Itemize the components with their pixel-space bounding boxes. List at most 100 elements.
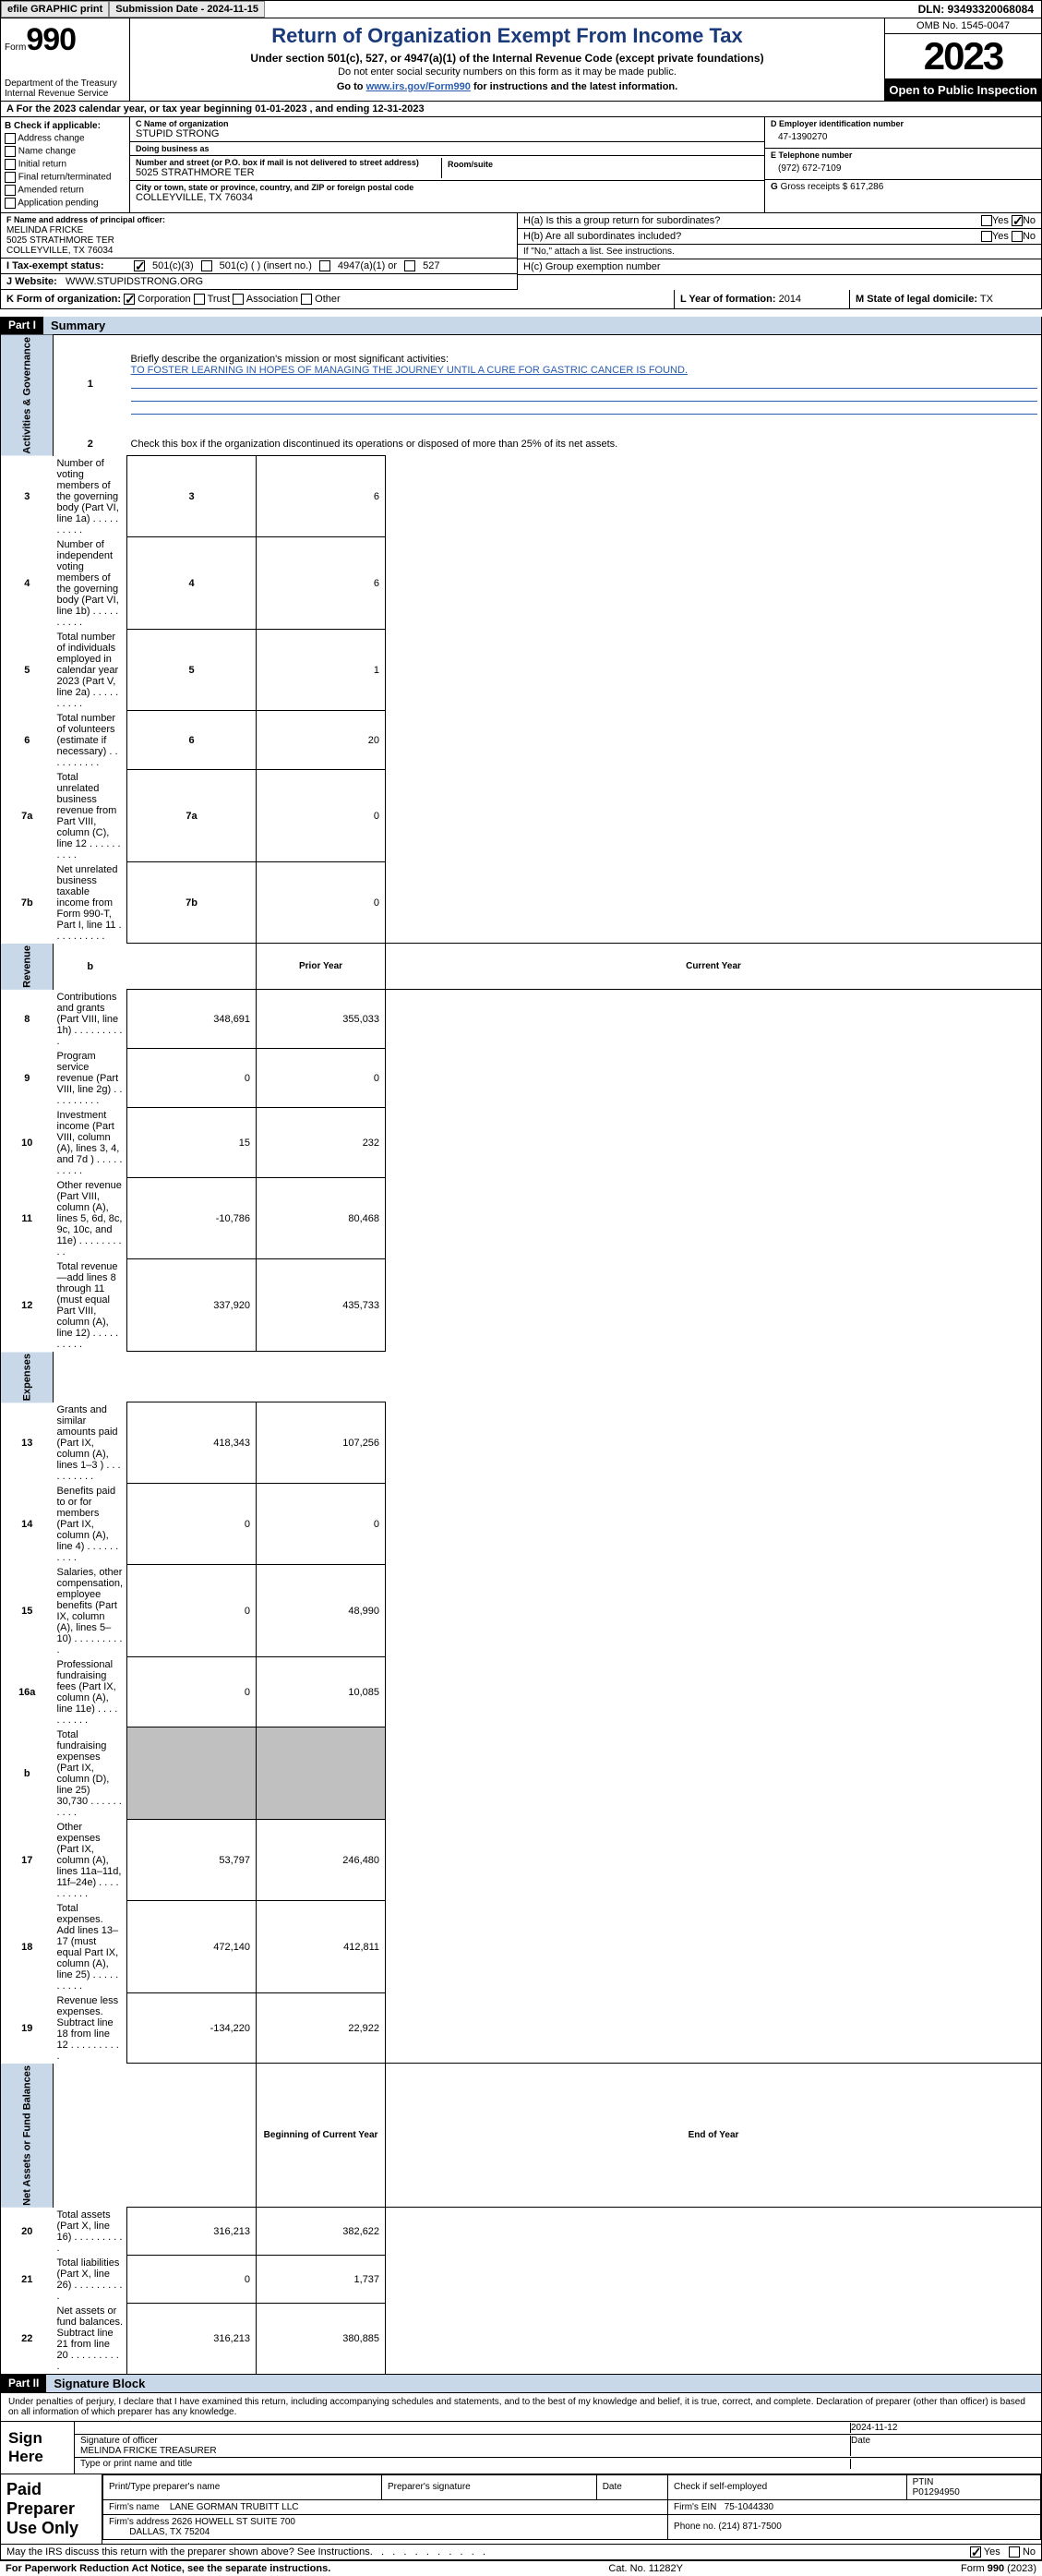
paid-preparer: Paid Preparer Use Only Print/Type prepar… xyxy=(0,2474,1042,2545)
chk-assoc[interactable] xyxy=(233,294,244,305)
ha-no[interactable] xyxy=(1012,215,1023,226)
firm-ein: 75-1044330 xyxy=(725,2502,773,2512)
c-name-label: C Name of organization xyxy=(136,119,759,128)
website-value: WWW.STUPIDSTRONG.ORG xyxy=(66,276,203,287)
chk-527[interactable] xyxy=(404,260,415,271)
type-print-label: Type or print name and title xyxy=(80,2459,851,2469)
k-label: K Form of organization: xyxy=(6,294,121,305)
tax-exempt-status: I Tax-exempt status: 501(c)(3) 501(c) ( … xyxy=(1,259,517,274)
chk-initial-return[interactable] xyxy=(5,159,16,170)
open-inspection: Open to Public Inspection xyxy=(885,79,1041,101)
header-left: Form990 Department of the Treasury Inter… xyxy=(1,18,130,101)
form-header: Form990 Department of the Treasury Inter… xyxy=(0,18,1042,102)
sign-here-label: Sign Here xyxy=(1,2422,75,2474)
efile-print-button[interactable]: efile GRAPHIC print xyxy=(1,1,109,18)
firm-phone-label: Phone no. xyxy=(674,2522,716,2532)
ha-group-return: H(a) Is this a group return for subordin… xyxy=(518,213,1041,229)
hb-note: If "No," attach a list. See instructions… xyxy=(518,245,1041,259)
ptin-label: PTIN xyxy=(913,2477,934,2487)
may-discuss-row: May the IRS discuss this return with the… xyxy=(0,2545,1042,2560)
col-b-label: B Check if applicable: xyxy=(5,121,126,131)
chk-amended[interactable] xyxy=(5,185,16,196)
header-right: OMB No. 1545-0047 2023 Open to Public In… xyxy=(884,18,1041,101)
k-row: K Form of organization: Corporation Trus… xyxy=(0,290,1042,309)
prep-date-label: Date xyxy=(596,2474,667,2499)
hb-yes[interactable] xyxy=(981,231,992,242)
sig-date: 2024-11-12 xyxy=(851,2423,1036,2433)
tax-year: 2023 xyxy=(885,34,1041,79)
header-sub2: Do not enter social security numbers on … xyxy=(136,66,879,78)
part1-header: Part I Summary xyxy=(0,317,1042,335)
col-right: D Employer identification number47-13902… xyxy=(764,117,1041,212)
form-title: Return of Organization Exempt From Incom… xyxy=(136,24,879,48)
sig-officer-label: Signature of officer xyxy=(80,2436,158,2446)
paperwork-notice: For Paperwork Reduction Act Notice, see … xyxy=(6,2563,330,2574)
omb-number: OMB No. 1545-0047 xyxy=(885,18,1041,34)
may-no[interactable] xyxy=(1009,2546,1020,2558)
part2-title: Signature Block xyxy=(46,2375,1041,2392)
ha-yes[interactable] xyxy=(981,215,992,226)
page-footer: For Paperwork Reduction Act Notice, see … xyxy=(0,2560,1042,2576)
chk-name-change[interactable] xyxy=(5,146,16,157)
city-value: COLLEYVILLE, TX 76034 xyxy=(136,192,759,203)
chk-trust[interactable] xyxy=(194,294,205,305)
side-ag: Activities & Governance xyxy=(1,335,54,456)
entity-block: B Check if applicable: Address change Na… xyxy=(0,117,1042,213)
firm-addr1: 2626 HOWELL ST SUITE 700 xyxy=(172,2517,295,2527)
prep-sig-label: Preparer's signature xyxy=(381,2474,596,2499)
chk-other[interactable] xyxy=(301,294,312,305)
phone-label: E Telephone number xyxy=(771,150,1036,160)
city-label: City or town, state or province, country… xyxy=(136,183,759,192)
goto-post: for instructions and the latest informat… xyxy=(471,81,677,92)
below-main: F Name and address of principal officer:… xyxy=(0,213,1042,290)
l-label: L Year of formation: xyxy=(680,294,776,305)
room-label: Room/suite xyxy=(448,160,753,169)
col-b-checkboxes: B Check if applicable: Address change Na… xyxy=(1,117,130,212)
g-label: G xyxy=(771,182,778,192)
part1-title: Summary xyxy=(43,317,1041,334)
chk-501c[interactable] xyxy=(201,260,212,271)
hdr-prior-year: Prior Year xyxy=(257,944,386,990)
form-label: Form xyxy=(5,42,26,53)
paid-preparer-label: Paid Preparer Use Only xyxy=(1,2474,102,2544)
chk-4947[interactable] xyxy=(319,260,330,271)
firm-name: LANE GORMAN TRUBITT LLC xyxy=(170,2502,299,2512)
ein-label: D Employer identification number xyxy=(771,119,1036,128)
submission-date: Submission Date - 2024-11-15 xyxy=(109,1,265,18)
phone-value: (972) 672-7109 xyxy=(771,160,1036,177)
chk-final-return[interactable] xyxy=(5,172,16,183)
may-discuss-text: May the IRS discuss this return with the… xyxy=(6,2546,373,2558)
firm-addr2: DALLAS, TX 75204 xyxy=(129,2527,210,2537)
cat-no: Cat. No. 11282Y xyxy=(608,2563,683,2574)
firm-addr-label: Firm's address xyxy=(109,2517,169,2527)
i-label: I Tax-exempt status: xyxy=(6,260,126,271)
summary-table: Activities & Governance 1 Briefly descri… xyxy=(0,335,1042,2375)
street-address: 5025 STRATHMORE TER xyxy=(136,167,441,178)
ein-value: 47-1390270 xyxy=(771,128,1036,146)
dept-text: Department of the Treasury Internal Reve… xyxy=(5,78,129,99)
prep-name-label: Print/Type preparer's name xyxy=(103,2474,382,2499)
may-yes[interactable] xyxy=(970,2546,981,2558)
chk-address-change[interactable] xyxy=(5,133,16,144)
mission-label: Briefly describe the organization's miss… xyxy=(131,354,449,365)
header-sub1: Under section 501(c), 527, or 4947(a)(1)… xyxy=(136,52,879,65)
goto-pre: Go to xyxy=(337,81,366,92)
perjury-declaration: Under penalties of perjury, I declare th… xyxy=(1,2393,1041,2422)
gross-receipts: 617,286 xyxy=(850,182,883,192)
chk-app-pending[interactable] xyxy=(5,198,16,209)
f-label: F Name and address of principal officer: xyxy=(6,215,165,224)
mission-text: TO FOSTER LEARNING IN HOPES OF MANAGING … xyxy=(131,365,688,376)
part2-label: Part II xyxy=(1,2375,46,2392)
irs-link[interactable]: www.irs.gov/Form990 xyxy=(366,81,471,92)
side-na: Net Assets or Fund Balances xyxy=(1,2064,54,2208)
officer-name: MELINDA FRICKE xyxy=(6,225,83,235)
form-ref: Form 990 (2023) xyxy=(961,2563,1036,2574)
officer-sig-name: MELINDA FRICKE TREASURER xyxy=(80,2446,217,2456)
part2-header: Part II Signature Block xyxy=(0,2375,1042,2393)
header-middle: Return of Organization Exempt From Incom… xyxy=(130,18,884,101)
hb-no[interactable] xyxy=(1012,231,1023,242)
hdr-eoy: End of Year xyxy=(386,2064,1042,2208)
chk-corp[interactable] xyxy=(124,294,135,305)
chk-501c3[interactable] xyxy=(134,260,145,271)
signature-block: Under penalties of perjury, I declare th… xyxy=(0,2393,1042,2474)
